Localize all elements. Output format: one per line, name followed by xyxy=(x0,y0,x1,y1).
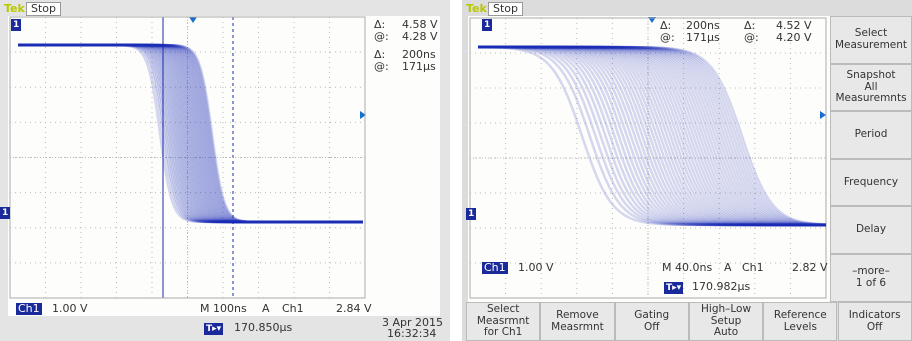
readout-value: 171µs xyxy=(686,32,720,44)
menu-label: Measuremnts xyxy=(835,93,906,105)
trigger-icon: T▸▾ xyxy=(204,323,223,335)
timebase: M 100ns xyxy=(200,303,247,315)
channel: Ch1 xyxy=(16,303,42,315)
page: Tek Stop 1 1 Δ: 4.58 V @: 4.28 V Δ: 200n… xyxy=(0,0,912,341)
trigger-mode: A xyxy=(262,303,270,315)
menu-label: Period xyxy=(855,129,888,141)
brand: Tek xyxy=(466,3,487,15)
readout-value: 4.28 V xyxy=(402,31,438,43)
trigger-level: 2.82 V xyxy=(792,262,828,274)
menu-label: Indicators xyxy=(849,310,901,322)
menu-label: for Ch1 xyxy=(484,327,522,339)
menu-label: Measurement xyxy=(835,40,907,52)
side-menu-button[interactable]: Frequency xyxy=(830,159,912,207)
brand: Tek xyxy=(4,3,25,15)
channel-marker: 1 xyxy=(482,19,492,31)
channel: Ch1 xyxy=(482,262,508,274)
menu-label: Gating xyxy=(634,310,669,322)
menu-label: Frequency xyxy=(844,177,898,189)
menu-label: Reference xyxy=(774,310,827,322)
channel-marker: 1 xyxy=(466,208,476,220)
readout-value: 171µs xyxy=(402,61,436,73)
menu-label: Delay xyxy=(856,224,886,236)
trigger-position: 170.850µs xyxy=(234,322,292,334)
readout-label: @: xyxy=(744,32,759,44)
trigger-position: 170.982µs xyxy=(692,281,750,293)
side-menu-button[interactable]: Delay xyxy=(830,206,912,254)
trigger-channel: Ch1 xyxy=(282,303,304,315)
status: Stop xyxy=(488,2,523,16)
menu-label: Off xyxy=(867,322,883,334)
trigger-mode: A xyxy=(724,262,732,274)
menu-label: Off xyxy=(644,322,660,334)
menu-label: Remove xyxy=(556,310,599,322)
time: 16:32:34 xyxy=(387,328,436,340)
channel-marker: 1 xyxy=(0,207,10,219)
volts-per-div: 1.00 V xyxy=(52,303,88,315)
status: Stop xyxy=(26,2,61,16)
menu-label: Snapshot xyxy=(846,70,895,82)
channel-marker: 1 xyxy=(11,19,21,31)
volts-per-div: 1.00 V xyxy=(518,262,554,274)
menu-label: 1 of 6 xyxy=(856,278,886,290)
readout-label: @: xyxy=(374,61,389,73)
readout-label: @: xyxy=(374,31,389,43)
trigger-level: 2.84 V xyxy=(336,303,372,315)
trigger-channel: Ch1 xyxy=(742,262,764,274)
side-menu-button[interactable]: Period xyxy=(830,111,912,159)
readout-label: @: xyxy=(660,32,675,44)
left-scope: Tek Stop 1 1 Δ: 4.58 V @: 4.28 V Δ: 200n… xyxy=(0,0,450,341)
menu-label: Auto xyxy=(714,327,738,339)
readout-value: 4.20 V xyxy=(776,32,812,44)
right-scope: Tek Stop 1 1 Δ: 200ns @: 171µs Δ: 4.52 V… xyxy=(462,0,912,341)
trigger-icon: T▸▾ xyxy=(664,282,683,294)
side-menu-button[interactable]: –more–1 of 6 xyxy=(830,254,912,302)
menu-label: Measrmnt xyxy=(551,322,604,334)
timebase: M 40.0ns xyxy=(662,262,712,274)
menu-label: Levels xyxy=(784,322,817,334)
